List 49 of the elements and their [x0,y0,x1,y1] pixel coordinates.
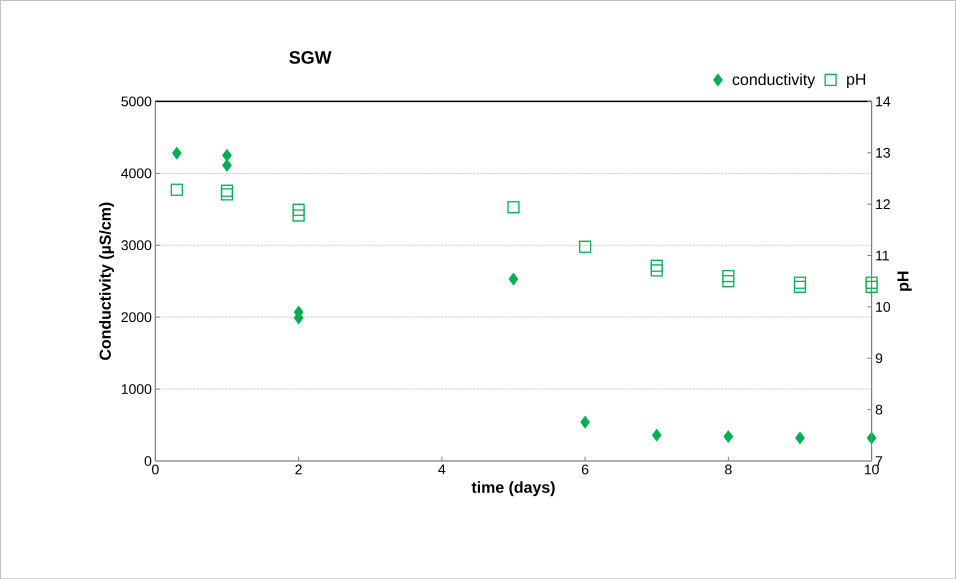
y2-tick-label: 10 [876,302,890,312]
y2-tick-label: 13 [876,148,890,158]
x-tick-label: 10 [864,464,879,474]
x-axis-title: time (days) [472,481,555,496]
y2-tick-label: 8 [876,404,882,414]
y2-tick-label: 7 [876,456,882,466]
y2-tick-label: 9 [876,353,882,364]
point [794,276,806,289]
point [220,184,234,197]
y-tick-label: 0 [144,456,152,466]
point [222,159,232,172]
y-tick-label: 3000 [121,240,152,250]
point [172,146,182,160]
chart-title: SGW [289,50,332,64]
point [292,203,305,216]
point [507,200,520,214]
point [292,209,305,222]
y2-axis-title: pH [897,271,912,291]
x-tick-label: 4 [438,464,446,474]
point [580,416,590,428]
y2-tick-label: 12 [876,199,890,209]
point [722,274,734,288]
y-tick-label: 5000 [121,96,152,106]
x-tick-label: 8 [725,464,732,474]
point [222,149,232,162]
y2-tick-label: 11 [876,250,889,260]
point [578,240,592,253]
point [724,430,734,442]
y-tick-label: 4000 [121,168,152,178]
y-axis-title: Conductivity (µS/cm) [99,202,114,360]
x-tick-label: 0 [152,464,159,474]
legend-label: conductivity [732,73,816,88]
legend-label: pH [847,74,866,88]
point [794,280,806,293]
y2-tick-label: 14 [876,96,890,106]
y-tick-label: 2000 [122,312,152,322]
point [220,188,234,200]
point [650,259,663,272]
x-tick-label: 6 [582,464,588,474]
point [865,276,878,289]
point [865,280,878,293]
point [795,432,805,444]
point [652,428,662,442]
point [650,264,663,276]
point [170,183,183,196]
point [508,272,518,285]
x-tick-label: 2 [295,464,302,474]
point [722,270,734,282]
y-tick-label: 1000 [122,384,152,394]
